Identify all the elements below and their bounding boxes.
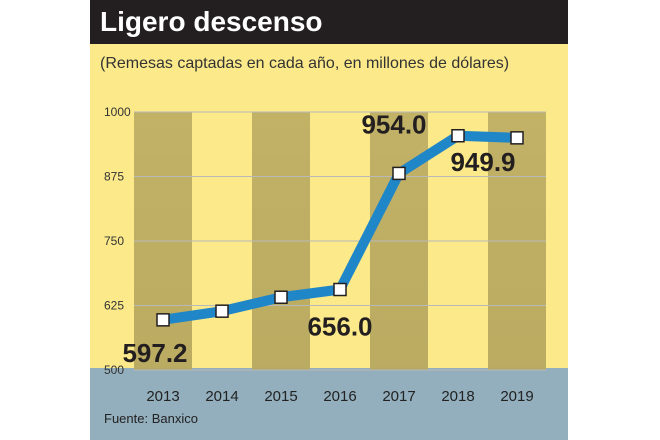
- line-chart: 500 625 750 875 1000 2013 2014 2015 2016 2017 2018…: [104, 105, 546, 405]
- chart-subtitle: (Remesas captadas en cada año, en millon…: [100, 55, 510, 72]
- x-tick-label: 2018: [441, 388, 474, 405]
- data-label-2018: 954.0: [361, 110, 426, 140]
- data-point-2013: [156, 313, 170, 327]
- x-tick-label: 2019: [500, 388, 533, 405]
- x-tick-label: 2013: [146, 388, 179, 405]
- y-tick-label: 750: [104, 234, 124, 248]
- y-tick-label: 500: [104, 363, 124, 377]
- data-point-2014: [215, 304, 229, 318]
- data-label-2019: 949.9: [450, 147, 515, 177]
- data-point-2015: [274, 290, 288, 304]
- x-tick-label: 2017: [382, 388, 415, 405]
- source-note: Fuente: Banxico: [104, 411, 198, 426]
- data-point-2019: [510, 131, 524, 145]
- y-tick-label: 1000: [104, 105, 131, 119]
- title-bar: Ligero descenso: [90, 0, 568, 44]
- chart-title: Ligero descenso: [100, 6, 323, 37]
- x-tick-label: 2015: [264, 388, 297, 405]
- y-tick-label: 625: [104, 299, 124, 313]
- infographic-card: Ligero descenso (Remesas captadas en cad…: [90, 0, 568, 440]
- data-point-2016: [333, 282, 347, 297]
- x-axis-band: [90, 368, 568, 440]
- data-point-2017: [392, 166, 406, 181]
- data-point-2018: [451, 128, 465, 143]
- data-label-2013: 597.2: [122, 338, 187, 368]
- x-tick-label: 2014: [205, 388, 238, 405]
- data-label-2016: 656.0: [307, 312, 372, 342]
- y-tick-label: 875: [104, 170, 124, 184]
- x-tick-label: 2016: [323, 388, 356, 405]
